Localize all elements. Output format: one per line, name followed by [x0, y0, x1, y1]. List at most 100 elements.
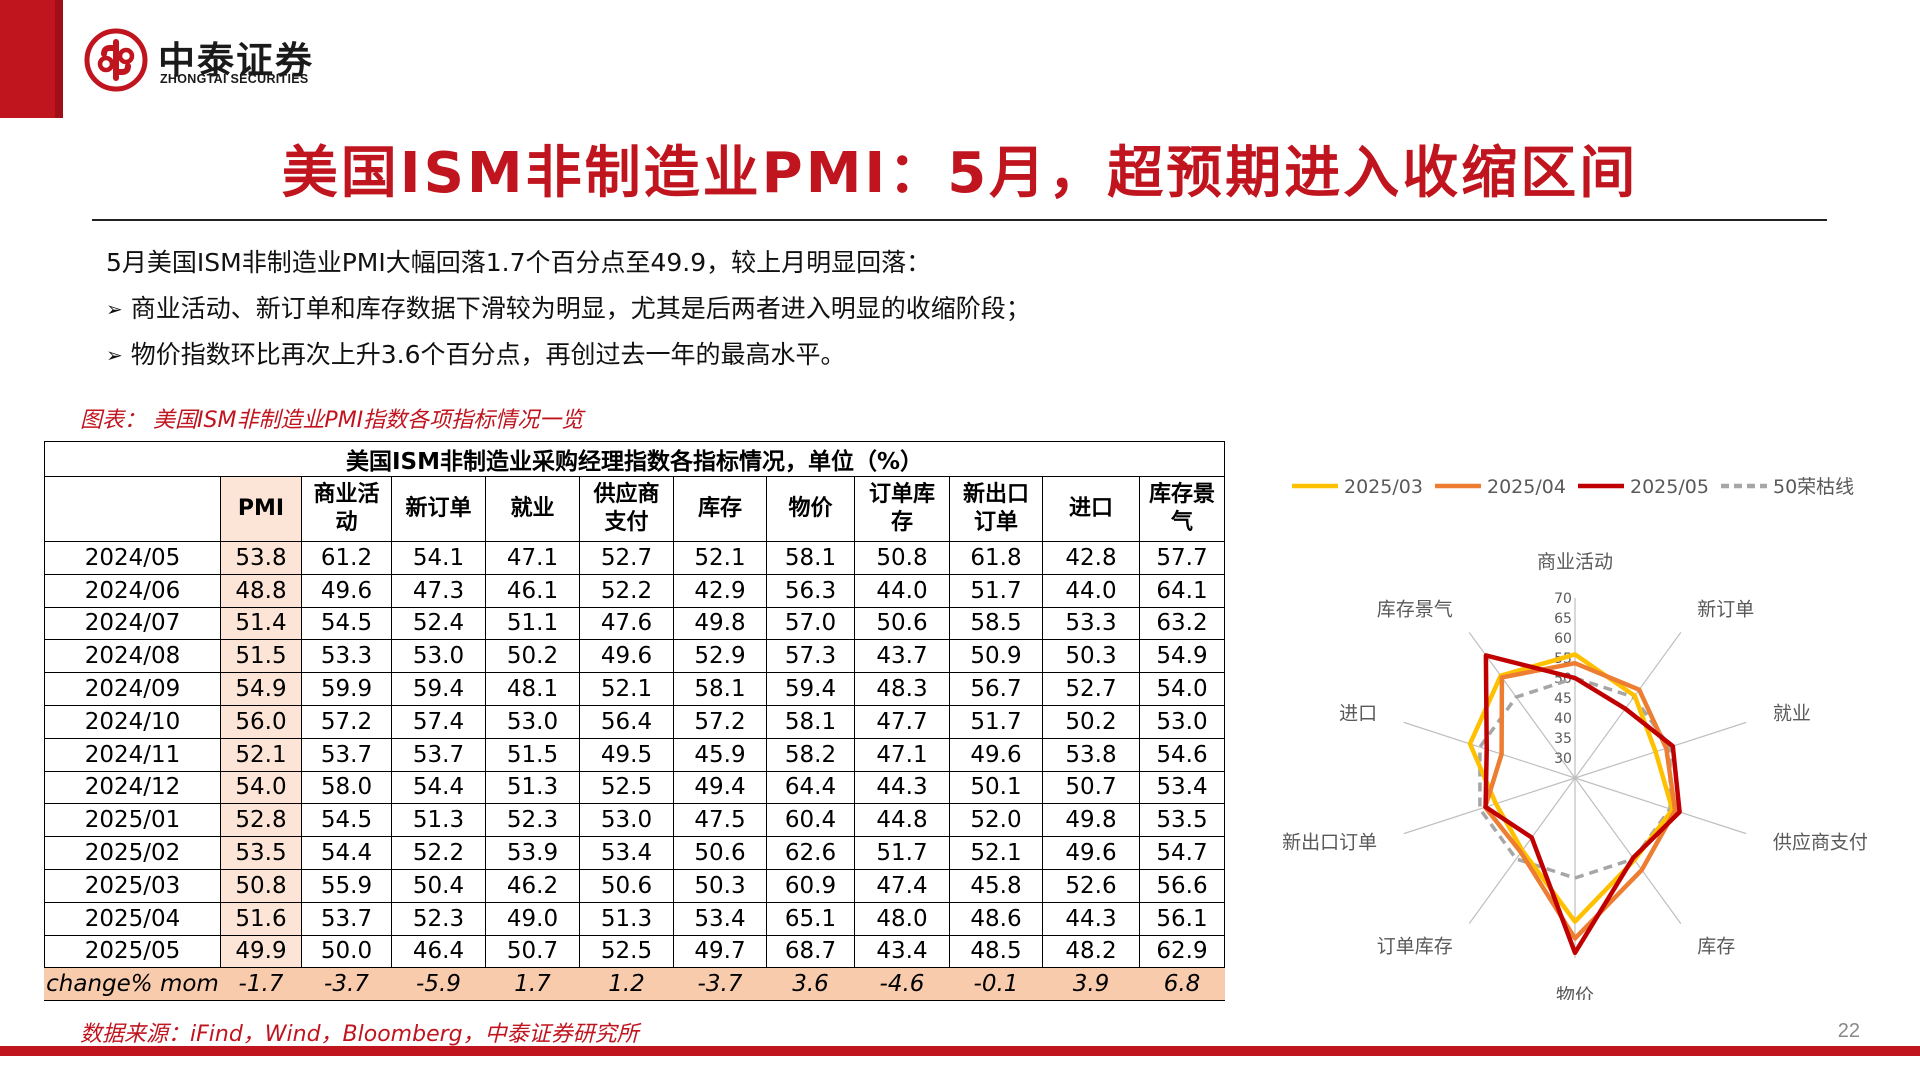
table-row: 2024/10 56.0 57.2 57.4 53.0 56.4 57.2 58.1 47.7 5… — [44, 704, 1225, 739]
summary-text: 5月美国ISM非制造业PMI大幅回落1.7个百分点至49.9，较上月明显回落： … — [106, 240, 1031, 378]
table-cell: 50.2 — [485, 639, 580, 674]
table-cell: 54.0 — [1139, 672, 1225, 706]
table-row: 2025/04 51.6 53.7 52.3 49.0 51.3 53.4 65.1 48.0 4… — [44, 901, 1225, 936]
table-cell: 56.7 — [949, 672, 1043, 706]
column-header: 库存景 气 — [1139, 476, 1225, 542]
table-cell: 44.3 — [854, 770, 950, 805]
row-date: 2025/03 — [44, 868, 221, 903]
table-cell: 62.6 — [766, 836, 855, 870]
row-date: 2025/01 — [44, 803, 221, 838]
table-cell: 45.9 — [673, 737, 767, 772]
radar-axis-line — [1574, 632, 1682, 779]
table-cell: 56.1 — [1139, 901, 1225, 936]
table-cell: 51.5 — [220, 639, 302, 674]
table-cell: 53.4 — [1139, 770, 1225, 805]
table-cell: 56.4 — [579, 704, 674, 739]
table-cell: 51.5 — [485, 737, 580, 772]
table-cell: 52.7 — [579, 541, 674, 575]
radar-axis-label: 库存景气 — [1377, 599, 1453, 621]
bullet-item: ➢ 物价指数环比再次上升3.6个百分点，再创过去一年的最高水平。 — [106, 332, 1031, 378]
table-cell: 53.4 — [579, 836, 674, 870]
table-cell: 50.6 — [579, 868, 674, 903]
radar-axis-label: 库存 — [1697, 935, 1735, 957]
radar-series-50 — [1478, 676, 1672, 880]
table-cell: 50.7 — [1042, 770, 1140, 805]
change-label: change% mom — [44, 967, 221, 1002]
row-date: 2025/02 — [44, 836, 221, 870]
radar-series-202505 — [1483, 653, 1682, 956]
table-cell: 51.3 — [579, 901, 674, 936]
table-cell: 48.5 — [949, 934, 1043, 969]
table-cell: 50.4 — [391, 868, 486, 903]
radar-axis-line — [1574, 777, 1747, 835]
table-cell: 48.0 — [854, 901, 950, 936]
radar-tick-label: 65 — [1554, 611, 1572, 627]
column-header: 订单库 存 — [854, 476, 950, 542]
table-cell: 53.0 — [1139, 704, 1225, 739]
row-date: 2024/10 — [44, 704, 221, 739]
change-cell: 1.2 — [579, 967, 674, 1002]
table-cell: 48.1 — [485, 672, 580, 706]
table-cell: 43.7 — [854, 639, 950, 674]
row-date: 2024/12 — [44, 770, 221, 805]
zhongtai-logo-icon — [84, 28, 148, 92]
column-header: 新订单 — [391, 476, 486, 542]
table-cell: 44.0 — [1042, 573, 1140, 608]
table-cell: 50.3 — [1042, 639, 1140, 674]
radar-tick-label: 70 — [1554, 591, 1572, 607]
change-cell: -5.9 — [391, 967, 486, 1002]
table-cell: 54.0 — [220, 770, 302, 805]
table-cell: 53.3 — [1042, 606, 1140, 641]
title-divider — [92, 219, 1827, 221]
table-row: 2024/08 51.5 53.3 53.0 50.2 49.6 52.9 57.3 43.7 5… — [44, 639, 1225, 674]
table-cell: 48.8 — [220, 573, 302, 608]
table-cell: 47.5 — [673, 803, 767, 838]
table-cell: 52.5 — [579, 770, 674, 805]
table-cell: 52.2 — [579, 573, 674, 608]
table-cell: 52.0 — [949, 803, 1043, 838]
table-cell: 47.3 — [391, 573, 486, 608]
table-cell: 55.9 — [301, 868, 392, 903]
radar-axis-line — [1403, 777, 1576, 835]
data-source: 数据来源：iFind，Wind，Bloomberg，中泰证券研究所 — [80, 1022, 639, 1047]
table-cell: 48.6 — [949, 901, 1043, 936]
table-cell: 59.4 — [391, 672, 486, 706]
table-cell: 44.3 — [1042, 901, 1140, 936]
table-cell: 54.6 — [1139, 737, 1225, 772]
table-cell: 57.3 — [766, 639, 855, 674]
table-cell: 53.0 — [579, 803, 674, 838]
column-header: 新出口 订单 — [949, 476, 1043, 542]
radar-series-202503 — [1467, 652, 1675, 924]
table-cell: 64.4 — [766, 770, 855, 805]
row-date: 2024/09 — [44, 672, 221, 706]
change-cell: -3.7 — [301, 967, 392, 1002]
table-cell: 53.8 — [220, 541, 302, 575]
column-header: 商业活 动 — [301, 476, 392, 542]
column-header: 进口 — [1042, 476, 1140, 542]
table-row: 2025/01 52.8 54.5 51.3 52.3 53.0 47.5 60.4 44.8 5… — [44, 803, 1225, 838]
table-cell: 56.0 — [220, 704, 302, 739]
table-cell: 46.1 — [485, 573, 580, 608]
table-cell: 49.5 — [579, 737, 674, 772]
table-cell: 51.7 — [949, 573, 1043, 608]
table-title: 美国ISM非制造业采购经理指数各指标情况，单位（%） — [44, 441, 1225, 477]
row-date: 2024/05 — [44, 541, 221, 575]
table-row: 2024/11 52.1 53.7 53.7 51.5 49.5 45.9 58.2 47.1 4… — [44, 737, 1225, 772]
change-cell: -0.1 — [949, 967, 1043, 1002]
table-cell: 53.9 — [485, 836, 580, 870]
table-cell: 50.1 — [949, 770, 1043, 805]
table-cell: 52.1 — [949, 836, 1043, 870]
table-row: 2025/02 53.5 54.4 52.2 53.9 53.4 50.6 62.6 51.7 5… — [44, 836, 1225, 870]
bullet-item: ➢ 商业活动、新订单和库存数据下滑较为明显，尤其是后两者进入明显的收缩阶段； — [106, 286, 1031, 332]
row-date: 2024/11 — [44, 737, 221, 772]
table-row: 2024/12 54.0 58.0 54.4 51.3 52.5 49.4 64.4 44.3 5… — [44, 770, 1225, 805]
table-cell: 42.8 — [1042, 541, 1140, 575]
table-cell: 52.5 — [579, 934, 674, 969]
table-cell: 57.0 — [766, 606, 855, 641]
change-cell: 1.7 — [485, 967, 580, 1002]
table-cell: 53.4 — [673, 901, 767, 936]
table-cell: 64.1 — [1139, 573, 1225, 608]
table-cell: 51.4 — [220, 606, 302, 641]
radar-axis-line — [1574, 777, 1682, 924]
table-header-row: PMI 商业活 动新订单 就业 供应商 支付 库存 物价 订单库 存新出口 订单 进口 库存景 … — [44, 476, 1225, 542]
